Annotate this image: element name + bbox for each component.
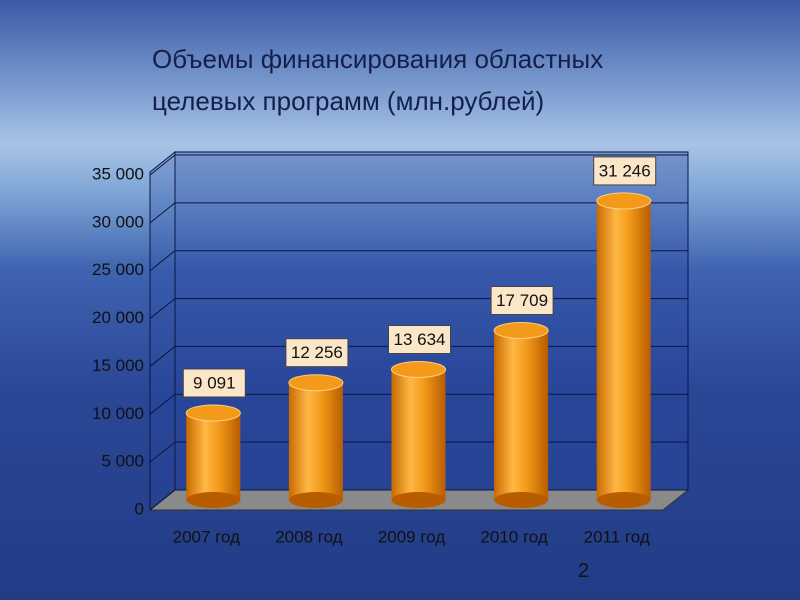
x-tick-label: 2011 год bbox=[584, 527, 650, 546]
bar bbox=[391, 369, 446, 500]
bar-cap bbox=[596, 192, 652, 210]
y-tick-label: 35 000 bbox=[92, 164, 144, 183]
value-label: 12 256 bbox=[291, 343, 343, 362]
y-tick-label: 10 000 bbox=[92, 404, 144, 423]
x-tick-label: 2010 год bbox=[480, 527, 547, 546]
bar bbox=[596, 200, 651, 500]
y-tick-label: 15 000 bbox=[92, 356, 144, 375]
y-tick-label: 30 000 bbox=[92, 212, 144, 231]
value-label-box bbox=[182, 368, 246, 398]
x-tick-label: 2008 год bbox=[275, 527, 342, 546]
value-label-box bbox=[285, 338, 349, 368]
value-label-box bbox=[593, 156, 657, 186]
y-tick-label: 0 bbox=[135, 499, 144, 518]
y-tick-label: 25 000 bbox=[92, 260, 144, 279]
bar bbox=[494, 330, 549, 500]
grid-line bbox=[149, 154, 688, 176]
value-label-box bbox=[490, 285, 554, 315]
value-label: 31 246 bbox=[599, 161, 651, 180]
bar bbox=[186, 412, 241, 500]
bar-base bbox=[288, 492, 343, 508]
bar-base bbox=[494, 492, 549, 508]
y-tick-label: 20 000 bbox=[92, 308, 144, 327]
value-label: 13 634 bbox=[394, 330, 446, 349]
chart-title: Объемы финансирования областных целевых … bbox=[152, 44, 604, 116]
bar-cap bbox=[493, 321, 549, 339]
value-label: 9 091 bbox=[193, 373, 236, 392]
grid-line bbox=[149, 250, 688, 272]
bar-base bbox=[596, 492, 651, 508]
bar-cap bbox=[391, 361, 446, 379]
bar-cap bbox=[288, 374, 344, 392]
value-label-box bbox=[388, 325, 451, 355]
bar bbox=[288, 382, 343, 500]
x-tick-label: 2007 год bbox=[173, 527, 240, 546]
bar-base bbox=[391, 492, 446, 508]
value-label: 17 709 bbox=[496, 291, 548, 310]
y-tick-label: 5 000 bbox=[101, 452, 144, 471]
bar-cap bbox=[185, 404, 241, 422]
bar-base bbox=[186, 492, 241, 508]
x-tick-label: 2009 год bbox=[378, 527, 445, 546]
slide-number: 2 bbox=[578, 560, 590, 582]
grid-line bbox=[149, 202, 688, 224]
